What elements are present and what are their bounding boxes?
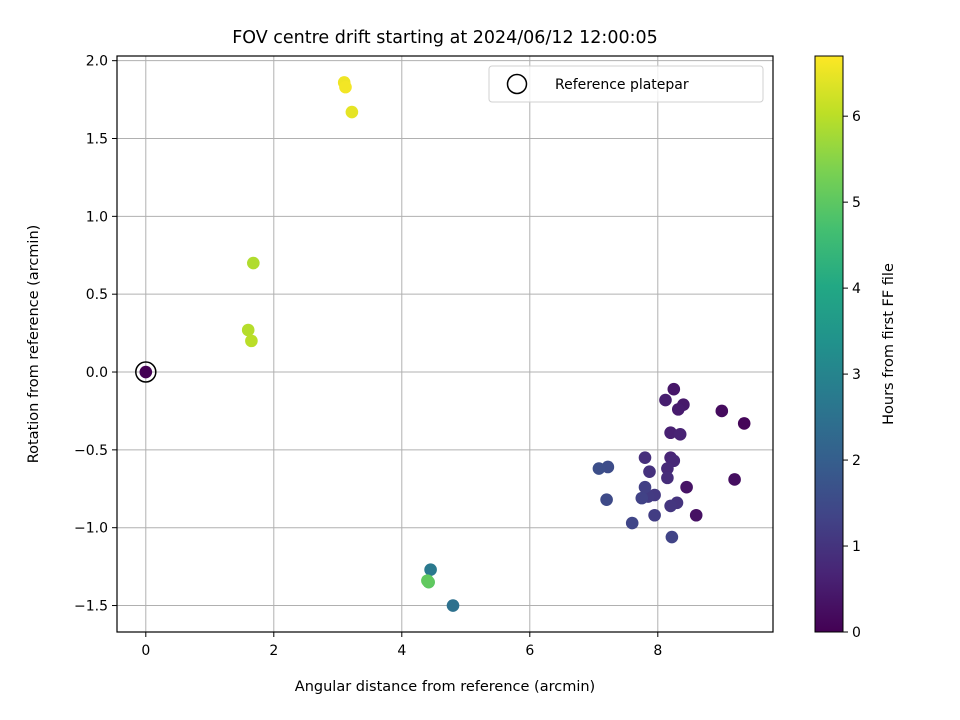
data-point	[247, 256, 260, 270]
data-point	[345, 105, 359, 119]
y-tick-label: −1.0	[74, 521, 108, 537]
data-point	[139, 365, 153, 379]
data-point	[245, 334, 258, 348]
data-point	[673, 427, 687, 441]
x-tick-label: 6	[525, 643, 534, 659]
x-tick-label: 2	[269, 643, 278, 659]
y-tick-label: 1.5	[86, 132, 108, 148]
legend: Reference platepar	[488, 65, 764, 103]
reference-point-marker	[135, 361, 157, 383]
x-tick-label: 8	[653, 643, 662, 659]
colorbar-tick-label: 5	[852, 195, 861, 211]
y-tick-label: −1.5	[74, 599, 108, 615]
data-point	[600, 493, 613, 506]
colorbar-tick-label: 2	[852, 453, 861, 469]
legend-entry: Reference platepar	[555, 77, 689, 93]
colorbar-tick-label: 3	[852, 367, 861, 383]
data-point	[667, 382, 681, 396]
x-axis-ticks: 0 2 4 6 8	[141, 632, 662, 659]
data-point	[689, 508, 703, 522]
y-tick-label: 0.0	[86, 365, 108, 381]
data-point	[241, 323, 255, 337]
data-point	[643, 465, 656, 478]
data-point	[680, 480, 693, 494]
data-point	[671, 403, 685, 416]
data-point	[659, 393, 672, 407]
data-point	[424, 563, 437, 577]
x-axis-label: Angular distance from reference (arcmin)	[295, 679, 595, 695]
colorbar: 0 1 2 3 4 5 6 Hours from first FF file	[814, 55, 897, 641]
y-tick-label: 2.0	[86, 54, 108, 70]
y-tick-label: 1.0	[86, 209, 108, 225]
x-tick-label: 0	[141, 643, 150, 659]
colorbar-tick-label: 0	[852, 625, 861, 641]
plot-frame	[116, 55, 774, 633]
x-tick-label: 4	[397, 643, 406, 659]
data-point	[664, 499, 677, 513]
data-point	[648, 508, 661, 522]
colorbar-gradient	[814, 55, 844, 633]
data-point	[421, 574, 434, 587]
data-point	[635, 491, 649, 505]
legend-box	[488, 65, 764, 103]
data-point	[737, 417, 751, 430]
data-point	[592, 462, 606, 475]
y-axis-label: Rotation from reference (arcmin)	[26, 225, 42, 464]
data-point	[715, 404, 729, 418]
y-tick-label: 0.5	[86, 287, 108, 303]
colorbar-tick-label: 4	[852, 281, 861, 297]
data-point	[638, 451, 652, 464]
legend-circle-icon	[506, 73, 528, 95]
reference-marker	[135, 361, 157, 383]
y-tick-label: −0.5	[74, 443, 108, 459]
colorbar-tick-label: 1	[852, 539, 861, 555]
data-point	[638, 480, 652, 494]
chart-title: FOV centre drift starting at 2024/06/12 …	[232, 28, 658, 48]
y-axis-ticks: −1.5 −1.0 −0.5 0.0 0.5 1.0 1.5 2.0	[74, 54, 117, 615]
colorbar-label: Hours from first FF file	[881, 263, 897, 425]
data-point	[665, 530, 679, 544]
grid	[117, 56, 773, 632]
data-point	[661, 462, 674, 475]
colorbar-tick-label: 6	[852, 109, 861, 125]
data-point	[728, 473, 741, 486]
data-point	[446, 599, 460, 612]
data-points	[139, 76, 751, 612]
colorbar-ticks: 0 1 2 3 4 5 6	[843, 109, 861, 641]
data-point	[664, 426, 677, 440]
data-point	[339, 80, 352, 94]
data-point	[661, 471, 674, 485]
data-point	[625, 516, 639, 530]
